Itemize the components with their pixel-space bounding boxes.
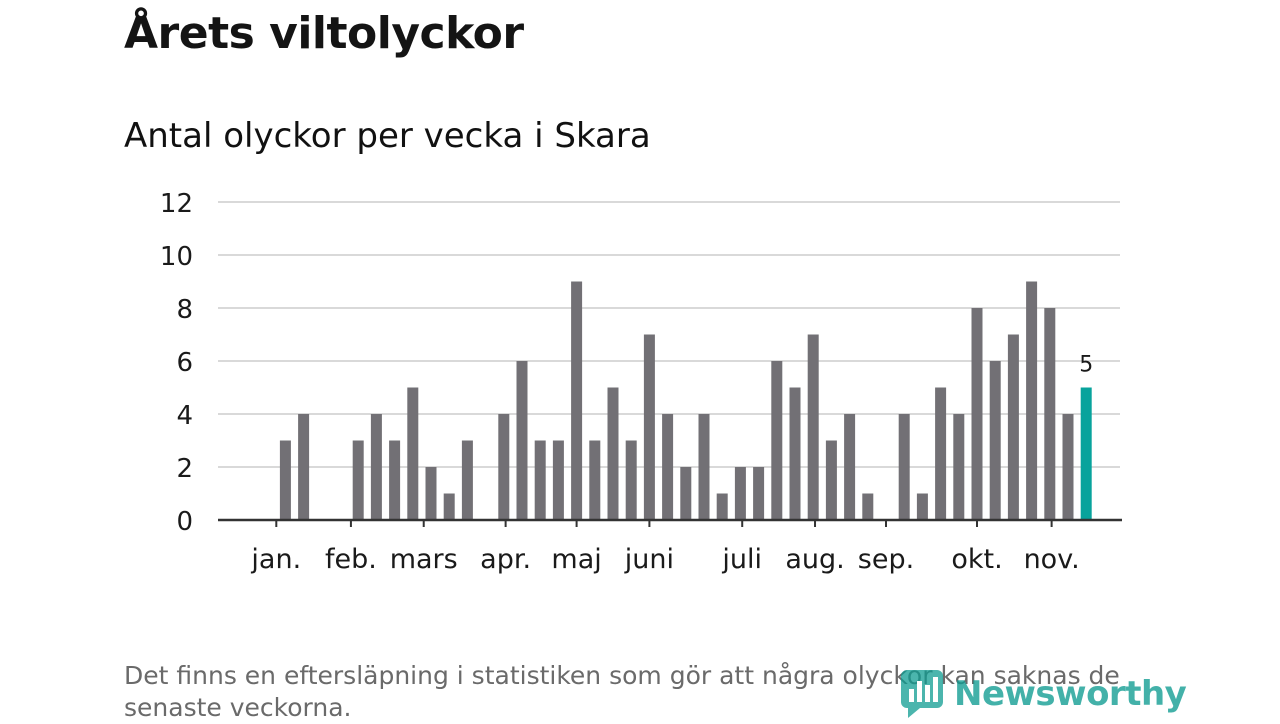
bar [1026, 281, 1038, 520]
bar [370, 414, 382, 520]
chart-title: Årets viltolyckor [124, 8, 524, 59]
x-tick-label: mars [390, 544, 458, 575]
bar [662, 414, 674, 520]
bar [716, 493, 728, 520]
bar [698, 414, 710, 520]
bar [643, 334, 655, 520]
bar [789, 387, 801, 520]
bar [352, 440, 364, 520]
newsworthy-logo-icon [901, 670, 943, 718]
x-tick-label: maj [551, 544, 601, 575]
x-tick-label: juni [624, 544, 674, 575]
bars [279, 281, 1092, 520]
x-tick-label: okt. [951, 544, 1002, 575]
bar [771, 361, 783, 520]
bar [734, 467, 746, 520]
x-tick-label: apr. [480, 544, 531, 575]
x-axis [218, 518, 1122, 527]
x-tick-label: aug. [785, 544, 844, 575]
bar [753, 467, 765, 520]
data-labels: 5 [1079, 353, 1093, 378]
bar [607, 387, 619, 520]
y-tick-label: 0 [176, 507, 193, 537]
bar [971, 308, 983, 520]
bar [461, 440, 473, 520]
bar [571, 281, 583, 520]
bar [989, 361, 1001, 520]
x-tick-label: sep. [858, 544, 914, 575]
x-tick-label: juli [721, 544, 762, 575]
y-tick-label: 2 [176, 454, 193, 484]
x-tick-label: feb. [325, 544, 377, 575]
bar [680, 467, 692, 520]
footnote: Det finns en eftersläpning i statistiken… [124, 661, 1120, 722]
bar [953, 414, 965, 520]
weekly-accidents-bar-chart: 0 2 4 6 8 10 12 jan. feb. mars apr. maj juni juli aug… [160, 189, 1122, 575]
bar [516, 361, 528, 520]
x-tick-label: jan. [250, 544, 301, 575]
bar [298, 414, 310, 520]
bar [862, 493, 874, 520]
y-tick-label: 8 [176, 295, 193, 325]
bar [425, 467, 437, 520]
bar [916, 493, 928, 520]
bar [534, 440, 546, 520]
logo-text: Newsworthy [954, 674, 1187, 714]
chart-subtitle: Antal olyckor per vecka i Skara [124, 116, 651, 156]
bar [498, 414, 510, 520]
y-tick-label: 10 [160, 242, 193, 272]
bar [589, 440, 601, 520]
bar [625, 440, 637, 520]
bar [844, 414, 856, 520]
bar-highlight [1080, 387, 1092, 520]
bar [898, 414, 910, 520]
bar [389, 440, 401, 520]
bar [443, 493, 455, 520]
bar [825, 440, 837, 520]
newsworthy-logo[interactable]: Newsworthy [900, 668, 1187, 720]
y-tick-label: 12 [160, 189, 193, 219]
bar [552, 440, 564, 520]
y-tick-label: 4 [176, 401, 193, 431]
x-axis-month-labels: jan. feb. mars apr. maj juni juli aug. sep. okt. n… [250, 544, 1079, 575]
bar [1044, 308, 1056, 520]
bar [1062, 414, 1074, 520]
bar [807, 334, 819, 520]
highlight-value-label: 5 [1079, 353, 1093, 378]
bar [1007, 334, 1019, 520]
y-tick-label: 6 [176, 348, 193, 378]
bar [935, 387, 947, 520]
x-tick-label: nov. [1024, 544, 1080, 575]
y-axis-ticks: 0 2 4 6 8 10 12 [160, 189, 193, 537]
bar [279, 440, 291, 520]
bar [407, 387, 419, 520]
